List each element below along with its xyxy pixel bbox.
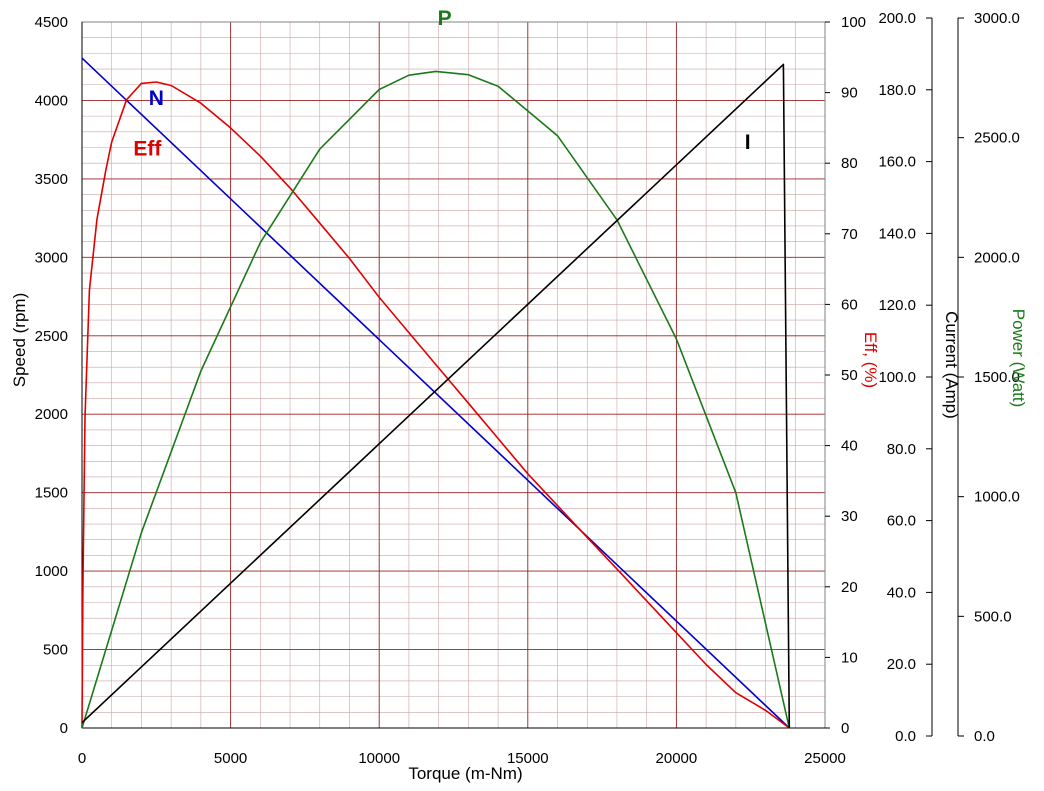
tick-labels: 0 5000 10000 15000 20000 25000050010001500200… bbox=[35, 10, 1020, 767]
current-tick-label: 60.0 bbox=[887, 513, 916, 530]
eff-tick-label: 70 bbox=[841, 226, 858, 243]
speed-tick-label: 3500 bbox=[35, 171, 68, 188]
minor-gridlines bbox=[82, 22, 825, 728]
eff-tick-label: 50 bbox=[841, 367, 858, 384]
current-tick-label: 0.0 bbox=[895, 728, 916, 745]
power-tick-label: 1000.0 bbox=[974, 489, 1020, 506]
eff-tick-label: 100 bbox=[841, 14, 866, 31]
series-label-p: P bbox=[438, 7, 452, 30]
speed-tick-label: 4000 bbox=[35, 92, 68, 109]
current-axis-title: Current (Amp) bbox=[942, 311, 961, 419]
x-axis-title: Torque (m-Nm) bbox=[408, 764, 522, 783]
series-line-i bbox=[81, 63, 791, 729]
speed-tick-label: 2000 bbox=[35, 406, 68, 423]
eff-tick-label: 40 bbox=[841, 438, 858, 455]
speed-tick-label: 1500 bbox=[35, 485, 68, 502]
current-tick-label: 120.0 bbox=[878, 297, 916, 314]
speed-tick-label: 3000 bbox=[35, 249, 68, 266]
eff-tick-label: 60 bbox=[841, 296, 858, 313]
current-tick-label: 140.0 bbox=[878, 225, 916, 242]
current-tick-label: 20.0 bbox=[887, 656, 916, 673]
speed-tick-label: 2500 bbox=[35, 328, 68, 345]
x-tick-label: 20000 bbox=[656, 750, 698, 767]
current-tick-label: 180.0 bbox=[878, 82, 916, 99]
x-tick-label: 25000 bbox=[804, 750, 846, 767]
current-tick-label: 200.0 bbox=[878, 10, 916, 27]
power-tick-label: 2500.0 bbox=[974, 130, 1020, 147]
series-label-n: N bbox=[149, 87, 164, 110]
speed-tick-label: 500 bbox=[43, 642, 68, 659]
eff-tick-label: 30 bbox=[841, 508, 858, 525]
axes bbox=[81, 17, 964, 737]
eff-tick-label: 10 bbox=[841, 649, 858, 666]
eff-tick-label: 90 bbox=[841, 85, 858, 102]
speed-tick-label: 4500 bbox=[35, 14, 68, 31]
speed-tick-label: 0 bbox=[60, 720, 68, 737]
speed-tick-label: 1000 bbox=[35, 563, 68, 580]
current-tick-label: 160.0 bbox=[878, 154, 916, 171]
current-tick-label: 100.0 bbox=[878, 369, 916, 386]
power-tick-label: 500.0 bbox=[974, 608, 1012, 625]
series-line-p bbox=[81, 70, 791, 729]
current-tick-label: 80.0 bbox=[887, 441, 916, 458]
series-label-i: I bbox=[745, 131, 751, 154]
x-tick-label: 5000 bbox=[214, 750, 247, 767]
current-tick-label: 40.0 bbox=[887, 584, 916, 601]
x-tick-label: 10000 bbox=[358, 750, 400, 767]
series-labels: N Eff P I bbox=[133, 7, 750, 160]
series-lines bbox=[81, 57, 791, 729]
x-tick-label: 15000 bbox=[507, 750, 549, 767]
series-line-eff bbox=[81, 81, 790, 729]
speed-axis-title: Speed (rpm) bbox=[10, 293, 29, 387]
eff-tick-label: 80 bbox=[841, 155, 858, 172]
eff-tick-label: 0 bbox=[841, 720, 849, 737]
power-tick-label: 1500.0 bbox=[974, 369, 1020, 386]
eff-axis-title: Eff, (%) bbox=[861, 332, 880, 388]
power-tick-label: 3000.0 bbox=[974, 10, 1020, 27]
power-axis-title: Power (Watt) bbox=[1009, 309, 1028, 408]
power-tick-label: 0.0 bbox=[974, 728, 995, 745]
series-label-eff: Eff bbox=[133, 137, 162, 160]
axis-titles: Torque (m-Nm) Speed (rpm) Eff, (%) Current … bbox=[10, 293, 1028, 783]
power-tick-label: 2000.0 bbox=[974, 249, 1020, 266]
eff-tick-label: 20 bbox=[841, 579, 858, 596]
series-line-n bbox=[81, 57, 790, 729]
x-tick-label: 0 bbox=[78, 750, 86, 767]
